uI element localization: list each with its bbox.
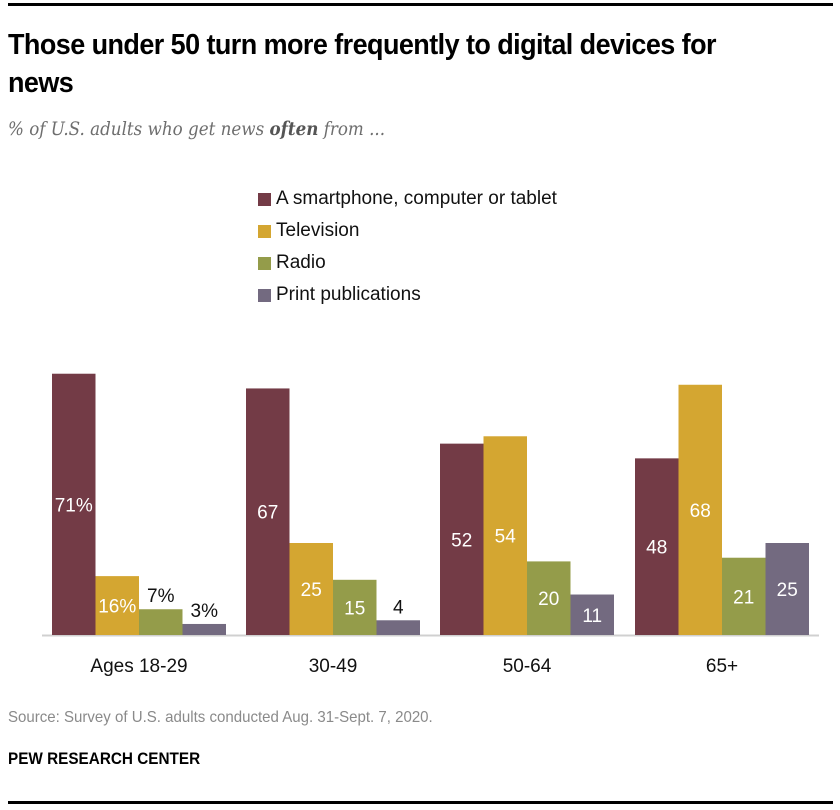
data-label-radio-50-64: 20 [538,589,559,610]
legend-swatch-digital [258,192,271,206]
data-label-a-smartphone-computer-or-tablet-65: 48 [646,538,667,559]
legend-label-digital: A smartphone, computer or tablet [276,188,557,209]
organization-label: PEW RESEARCH CENTER [8,749,201,768]
bar-a-smartphone-computer-or-tablet-ages-18-29 [52,373,96,635]
legend-item-radio: Radio [258,247,557,279]
data-label-print-publications-65: 25 [777,580,798,601]
data-label-print-publications-50-64: 11 [582,606,602,627]
bar-television-ages-18-29 [95,576,139,635]
x-tick-label-ages-18-29: Ages 18-29 [90,656,187,677]
legend-label-television: Television [276,220,360,241]
bar-print-publications-ages-18-29 [182,623,226,635]
bottom-rule [8,801,833,804]
bar-a-smartphone-computer-or-tablet-30-49 [246,388,290,635]
data-label-a-smartphone-computer-or-tablet-ages-18-29: 71% [55,495,93,516]
bar-print-publications-50-64 [570,594,614,635]
legend: A smartphone, computer or tablet Televis… [258,183,557,311]
subtitle-post: from ... [318,118,386,140]
legend-label-print: Print publications [276,284,421,305]
bar-print-publications-65 [765,543,809,635]
bar-television-50-64 [483,436,527,635]
bar-television-30-49 [289,543,333,635]
bar-television-65 [678,384,722,635]
bar-radio-50-64 [527,561,571,635]
data-label-radio-ages-18-29: 7% [147,586,175,607]
data-label-radio-65: 21 [733,587,754,608]
data-label-television-ages-18-29: 16% [98,597,136,618]
top-rule [8,3,833,6]
bar-radio-30-49 [333,579,377,635]
legend-item-digital: A smartphone, computer or tablet [258,183,557,215]
subtitle-pre: % of U.S. adults who get news [8,118,270,140]
legend-swatch-television [258,224,271,238]
legend-label-radio: Radio [276,252,326,273]
x-tick-label-65: 65+ [706,656,738,677]
bar-chart: 71% 16% 7% 3% Ages 18-29 67 25 15 4 30-49 52 54 20 11… [42,373,819,677]
data-label-radio-30-49: 15 [344,598,365,619]
legend-item-print: Print publications [258,279,557,311]
bar-radio-65 [722,557,766,635]
bar-print-publications-30-49 [376,620,420,635]
data-label-a-smartphone-computer-or-tablet-30-49: 67 [257,503,278,524]
source-note: Source: Survey of U.S. adults conducted … [8,709,433,726]
data-label-television-50-64: 54 [495,527,517,548]
x-tick-label-50-64: 50-64 [503,656,552,677]
bar-a-smartphone-computer-or-tablet-50-64 [440,443,484,635]
chart-subtitle: % of U.S. adults who get news often from… [8,118,385,140]
x-tick-label-30-49: 30-49 [309,656,358,677]
subtitle-emphasis: often [269,118,319,140]
legend-swatch-radio [258,256,271,270]
data-label-television-30-49: 25 [301,580,322,601]
legend-swatch-print [258,288,271,302]
data-label-print-publications-30-49: 4 [393,597,404,618]
data-label-television-65: 68 [690,501,711,522]
chart-title: Those under 50 turn more frequently to d… [8,29,717,99]
data-label-a-smartphone-computer-or-tablet-50-64: 52 [451,530,472,551]
data-label-print-publications-ages-18-29: 3% [191,601,219,622]
legend-item-television: Television [258,215,557,247]
bar-a-smartphone-computer-or-tablet-65 [635,458,679,635]
bar-radio-ages-18-29 [139,609,183,635]
